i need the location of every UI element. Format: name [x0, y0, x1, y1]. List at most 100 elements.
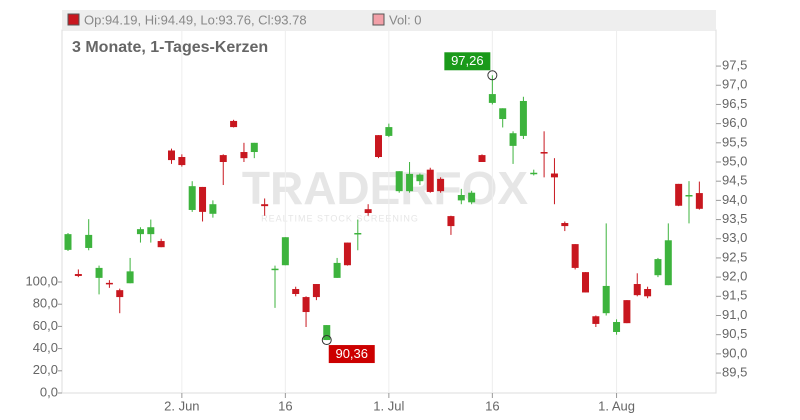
y-tick-label: 95,0: [722, 153, 747, 168]
candle-body: [685, 195, 693, 197]
candle-body: [633, 284, 641, 296]
candle-body: [85, 234, 93, 248]
y-tick-label: 94,5: [722, 173, 747, 188]
candle-body: [219, 155, 227, 162]
candle-body: [457, 195, 465, 201]
candle-body: [488, 94, 496, 103]
watermark-subtitle: REALTIME STOCK SCREENING: [261, 213, 419, 223]
header-bar: [62, 10, 716, 30]
y-tick-label: 91,0: [722, 307, 747, 322]
subtitle: 3 Monate, 1-Tages-Kerzen: [72, 39, 268, 56]
candle-body: [209, 204, 217, 214]
candle-body: [95, 267, 103, 278]
candle-body: [199, 186, 207, 212]
candle-body: [406, 173, 414, 192]
y-tick-label: 94,0: [722, 192, 747, 207]
annotation-box: [444, 52, 491, 71]
candle-body: [375, 135, 382, 158]
candle-body: [168, 150, 175, 161]
y2-tick-label: 0,0: [40, 384, 58, 399]
annotation-box: [328, 345, 375, 364]
x-tick-label: 2. Jun: [164, 398, 199, 413]
ohlc-icon: [67, 13, 80, 26]
candle-body: [664, 240, 672, 286]
y-tick-label: 96,5: [722, 96, 747, 111]
candle-body: [74, 274, 82, 276]
candle-body: [499, 108, 507, 120]
candle-body: [354, 232, 362, 235]
annotation-marker: [487, 70, 498, 81]
candle-body: [116, 290, 124, 298]
candle-body: [395, 171, 403, 192]
candle-body: [147, 227, 155, 235]
candle-body: [675, 183, 683, 206]
y-tick-label: 91,5: [722, 288, 747, 303]
y-tick-label: 93,0: [722, 230, 747, 245]
candle-body: [343, 242, 351, 266]
y-tick-label: 97,5: [722, 58, 747, 73]
y2-tick-label: 80,0: [33, 296, 58, 311]
candle-body: [447, 216, 455, 227]
y-tick-label: 90,0: [722, 345, 747, 360]
candle-body: [157, 241, 165, 248]
y2-tick-label: 100,0: [25, 273, 58, 288]
candle-body: [136, 229, 144, 235]
header-ohlc: Op:94.19, Hi:94.49, Lo:93.76, Cl:93.78: [84, 12, 307, 27]
x-tick-label: 16: [485, 398, 499, 413]
candle-body: [385, 127, 393, 136]
candle-body: [416, 174, 424, 182]
candle-body: [64, 234, 72, 250]
candle-body: [261, 204, 269, 207]
candle-body: [644, 289, 652, 297]
y-tick-label: 90,5: [722, 326, 747, 341]
candle-body: [519, 100, 527, 136]
candle-body: [230, 120, 238, 128]
candle-body: [695, 193, 703, 209]
y2-tick-label: 20,0: [33, 362, 58, 377]
candle-body: [478, 155, 486, 162]
candle-body: [271, 268, 279, 271]
candle-body: [333, 262, 341, 278]
candle-body: [126, 271, 134, 284]
candle-body: [240, 152, 248, 159]
x-tick-label: 1. Aug: [598, 398, 635, 413]
annotation-label: 90,36: [335, 346, 368, 361]
candle-body: [623, 300, 631, 324]
annotation-marker: [321, 335, 332, 346]
y2-tick-label: 60,0: [33, 318, 58, 333]
candle-body: [509, 133, 517, 146]
y-tick-label: 93,5: [722, 211, 747, 226]
y-tick-label: 97,0: [722, 77, 747, 92]
y-tick-label: 96,0: [722, 115, 747, 130]
annotation-label: 97,26: [451, 53, 484, 68]
candle-body: [592, 316, 600, 324]
candle-body: [323, 325, 331, 341]
candle-body: [613, 322, 621, 332]
candle-body: [550, 173, 558, 178]
x-tick-label: 16: [278, 398, 292, 413]
candle-body: [302, 297, 310, 313]
candle-body: [468, 192, 476, 203]
candle-body: [571, 244, 579, 268]
candle-body: [364, 209, 372, 214]
y-tick-label: 95,5: [722, 134, 747, 149]
candle-body: [582, 272, 589, 293]
header-volume: Vol: 0: [389, 12, 422, 27]
y-tick-label: 89,5: [722, 364, 747, 379]
y2-tick-label: 40,0: [33, 340, 58, 355]
volume-icon: [372, 13, 385, 26]
candle-body: [561, 223, 569, 227]
candle-body: [250, 142, 258, 153]
candle-body: [281, 237, 289, 266]
y-tick-label: 92,0: [722, 269, 747, 284]
candle-body: [602, 285, 610, 314]
candle-body: [540, 152, 548, 154]
candle-body: [437, 178, 445, 192]
candle-body: [530, 172, 538, 175]
x-tick-label: 1. Jul: [373, 398, 404, 413]
candle-body: [105, 282, 113, 285]
watermark-title: TRADERFOX: [242, 162, 529, 214]
candle-body: [178, 157, 186, 166]
candle-body: [426, 169, 434, 192]
